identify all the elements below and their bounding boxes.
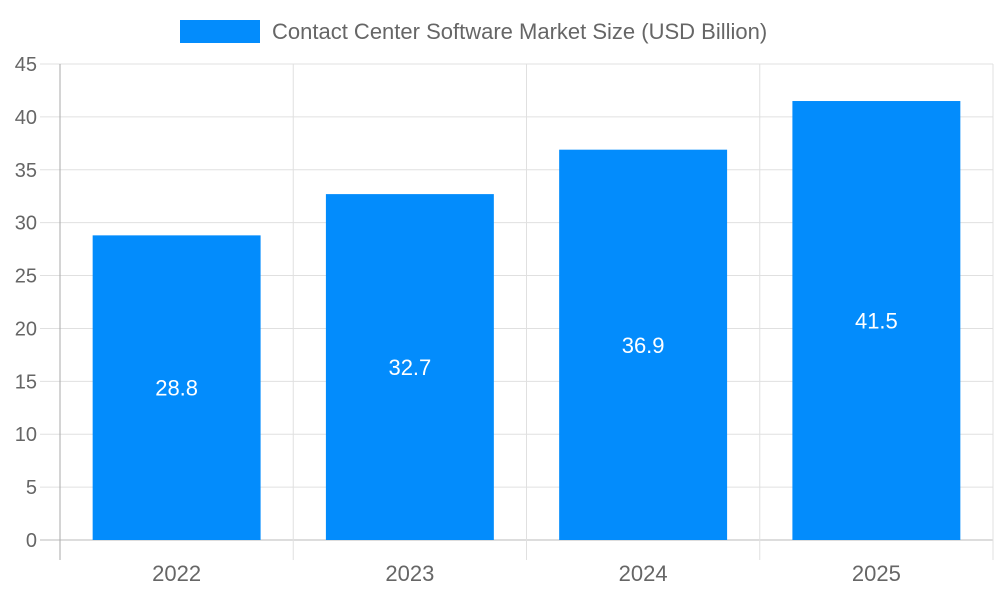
legend-swatch: [180, 20, 260, 43]
legend[interactable]: Contact Center Software Market Size (USD…: [180, 19, 767, 44]
data-label: 41.5: [855, 309, 898, 334]
y-tick-label: 30: [15, 213, 37, 235]
y-tick-label: 35: [15, 160, 37, 182]
bar-2024: [559, 149, 728, 540]
data-label: 32.7: [388, 355, 431, 380]
y-tick-label: 0: [26, 530, 37, 552]
y-tick-label: 15: [15, 371, 37, 393]
y-tick-label: 40: [15, 107, 37, 129]
y-tick-label: 10: [15, 424, 37, 446]
y-tick-label: 5: [26, 477, 37, 499]
legend-label: Contact Center Software Market Size (USD…: [272, 19, 767, 44]
y-tick-label: 25: [15, 266, 37, 288]
x-tick-label: 2025: [852, 561, 901, 586]
x-tick-label: 2024: [619, 561, 668, 586]
y-tick-label: 45: [15, 54, 37, 76]
bar-2022: [92, 235, 261, 541]
bar-2023: [325, 194, 494, 540]
data-label: 36.9: [622, 333, 665, 358]
bar-2025: [792, 101, 961, 541]
data-label: 28.8: [155, 376, 198, 401]
bars: 28.8 32.7 36.9 41.5: [92, 101, 961, 541]
y-tick-label: 20: [15, 318, 37, 340]
x-tick-label: 2022: [152, 561, 201, 586]
x-tick-label: 2023: [385, 561, 434, 586]
